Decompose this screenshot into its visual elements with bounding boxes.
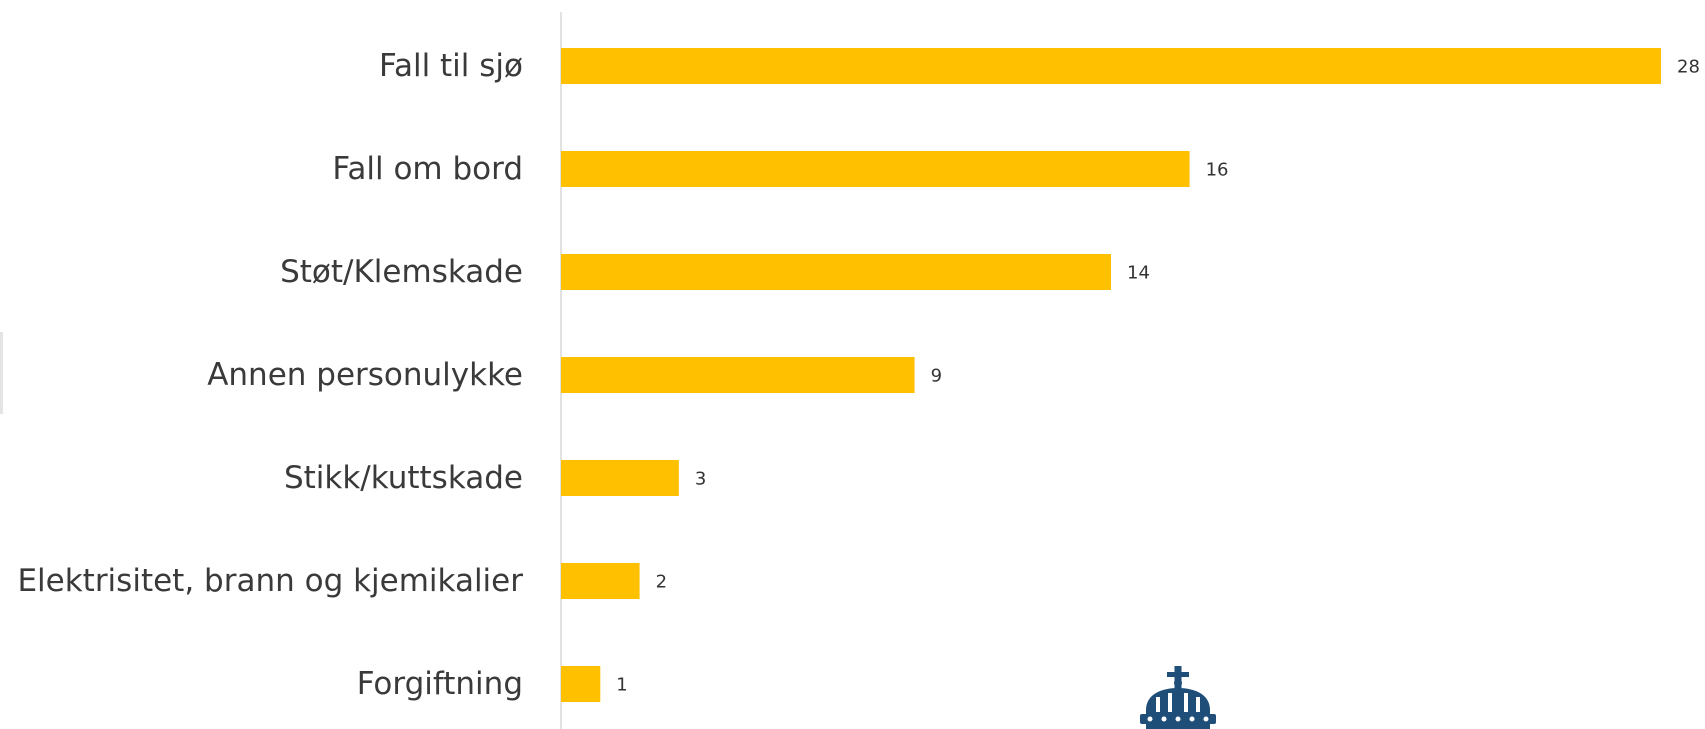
value-label-fall-om-bord: 16 [1206,160,1229,181]
category-label-fall-om-bord: Fall om bord [332,151,523,187]
value-label-stot-klemskade: 14 [1127,263,1150,284]
bar-fall-om-bord [561,151,1190,187]
value-label-stikk-kuttskade: 3 [695,469,706,490]
value-label-fall-til-sjo: 28 [1677,57,1700,78]
category-label-forgiftning: Forgiftning [357,666,523,702]
category-label-stikk-kuttskade: Stikk/kuttskade [284,460,523,496]
bar-forgiftning [561,666,601,702]
bar-fall-til-sjo [561,48,1661,84]
value-label-elektrisitet-brann-og-kjemikalier: 2 [656,572,667,593]
category-label-stot-klemskade: Støt/Klemskade [280,254,523,290]
category-labels: Fall til sjø Fall om bord Støt/Klemskade An… [17,48,523,702]
category-label-annen-personulykke: Annen personulykke [207,357,523,393]
crown-icon [1140,666,1216,729]
value-labels: 28 16 14 9 3 2 1 [616,57,1700,696]
bar-stikk-kuttskade [561,460,679,496]
value-label-annen-personulykke: 9 [931,366,942,387]
category-label-elektrisitet-brann-og-kjemikalier: Elektrisitet, brann og kjemikalier [17,563,523,599]
bar-elektrisitet-brann-og-kjemikalier [561,563,640,599]
left-edge-mark [0,332,3,414]
category-label-fall-til-sjo: Fall til sjø [379,48,523,84]
bar-stot-klemskade [561,254,1111,290]
value-label-forgiftning: 1 [616,675,627,696]
bars-layer [561,48,1661,702]
bar-annen-personulykke [561,357,915,393]
